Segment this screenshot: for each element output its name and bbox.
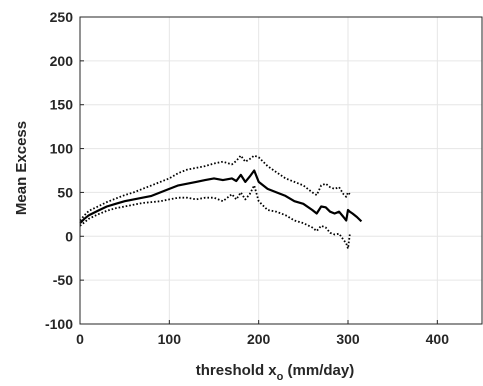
- mean-excess-line: [79, 169, 363, 224]
- x-tick-label: 200: [247, 331, 271, 347]
- x-axis-label-subscript: o: [277, 371, 284, 383]
- x-axis-label-unit: (mm/day): [283, 362, 354, 379]
- y-tick-label: 0: [65, 228, 73, 244]
- tick-marks: [79, 16, 438, 325]
- x-axis-label: threshold xo (mm/day): [196, 362, 354, 383]
- lower-bound-line: [79, 184, 351, 250]
- y-tick-label: 150: [50, 97, 74, 113]
- y-tick-label: 100: [50, 141, 74, 157]
- y-tick-label: 250: [50, 9, 74, 25]
- x-tick-label: 100: [158, 331, 182, 347]
- upper-bound-line: [79, 154, 351, 222]
- y-tick-label: 50: [57, 184, 73, 200]
- x-axis-label-main: threshold x: [196, 362, 278, 379]
- x-tick-label: 400: [426, 331, 450, 347]
- y-tick-labels: -100 -50 0 50 100 150 200 250: [45, 9, 73, 332]
- y-tick-label: 200: [50, 53, 74, 69]
- x-tick-label: 300: [336, 331, 360, 347]
- y-tick-label: -50: [53, 272, 73, 288]
- plot-frame: [79, 16, 483, 325]
- plot-series: [79, 154, 363, 250]
- x-tick-labels: 0 100 200 300 400: [76, 331, 449, 347]
- y-axis-label: Mean Excess: [13, 121, 30, 215]
- y-tick-label: -100: [45, 316, 73, 332]
- grid-lines: [79, 16, 482, 325]
- x-tick-label: 0: [76, 331, 84, 347]
